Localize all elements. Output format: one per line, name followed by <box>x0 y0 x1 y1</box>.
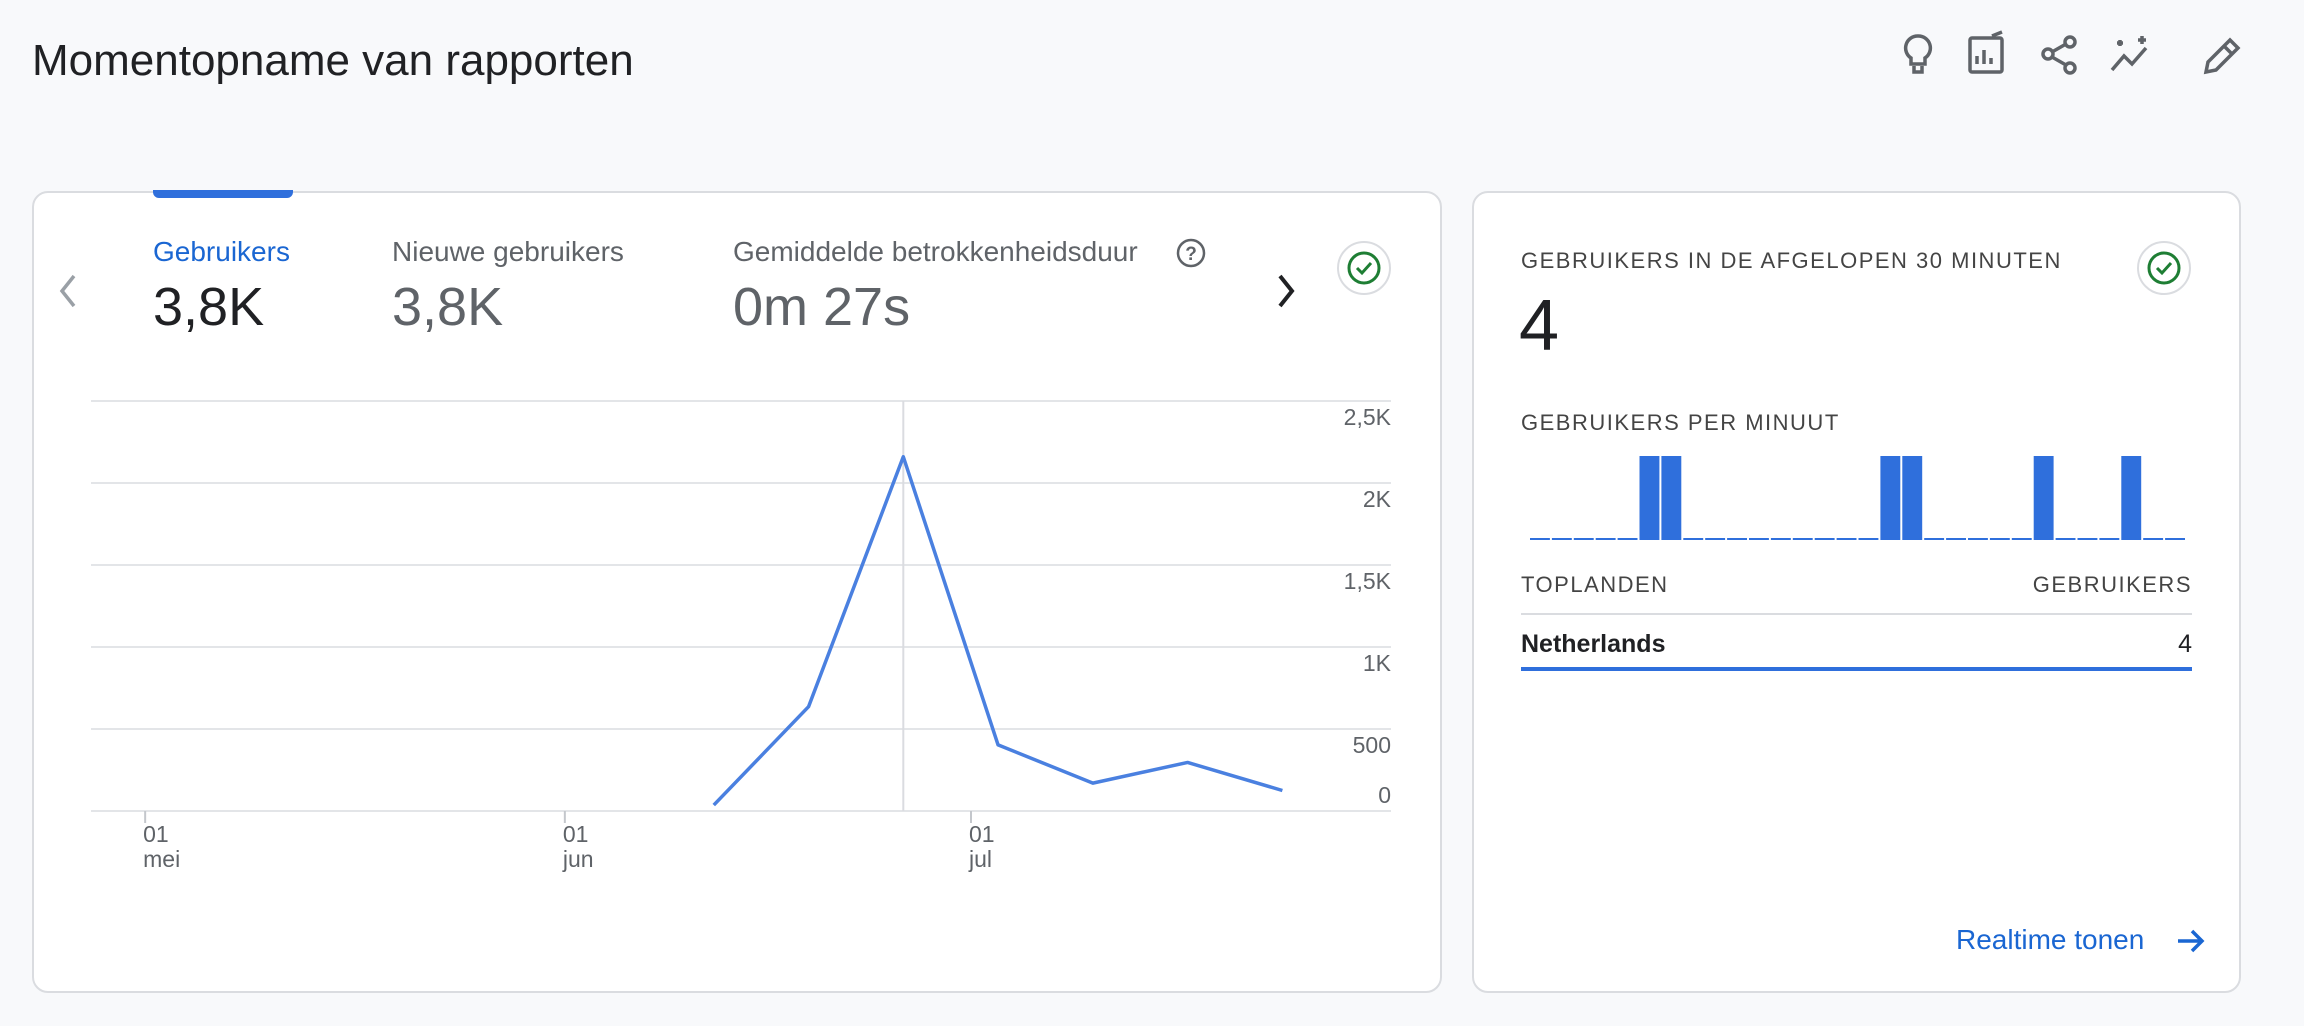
minute-bar <box>1902 456 1923 540</box>
arrow-icon[interactable] <box>2174 924 2208 958</box>
compare-button[interactable] <box>2110 36 2148 72</box>
metric-label[interactable]: Gebruikers <box>153 236 290 267</box>
next-button[interactable] <box>1268 268 1308 314</box>
toolbar <box>1903 30 2241 75</box>
realtime-title: GEBRUIKERS IN DE AFGELOPEN 30 MINUTEN <box>1521 248 2062 273</box>
minute-bar <box>2077 538 2098 540</box>
minute-bar <box>2055 538 2076 540</box>
x-tick-label: 01 mei <box>143 821 181 872</box>
minute-bar <box>1989 538 2010 540</box>
minute-bar <box>1946 538 1966 540</box>
per-minute-title: GEBRUIKERS PER MINUUT <box>1521 410 1840 435</box>
y-tick-label: 500 <box>1353 732 1391 758</box>
share-button[interactable] <box>2041 35 2077 75</box>
metric-value: 3,8K <box>153 277 265 337</box>
edit-button[interactable] <box>2203 37 2241 75</box>
minute-bar <box>1770 538 1791 540</box>
minute-bar <box>1749 538 1769 540</box>
svg-text:?: ? <box>1185 244 1197 265</box>
minute-bar <box>2099 538 2120 540</box>
per-minute-bars <box>1530 456 2185 540</box>
country-name: Netherlands <box>1521 630 1666 658</box>
x-tick-label: 01 jul <box>969 821 995 872</box>
minute-bar <box>1968 538 1988 540</box>
table-divider <box>1521 613 2192 615</box>
minute-bar <box>1705 538 1726 540</box>
minute-bar <box>1924 538 1945 540</box>
prev-button[interactable] <box>50 268 90 314</box>
y-tick-label: 1K <box>1363 650 1392 676</box>
minute-bar <box>1573 538 1594 540</box>
minute-bar <box>1836 538 1857 540</box>
minute-bar <box>2011 538 2032 540</box>
minute-bar <box>1727 538 1747 540</box>
line-chart: 0 500 1K 1,5K 2K 2,5K <box>91 400 1392 823</box>
minute-bar <box>1617 538 1638 540</box>
snapshot-card <box>32 191 1442 993</box>
minute-bar <box>1858 538 1879 540</box>
country-users: 4 <box>2178 630 2192 658</box>
realtime-status-check <box>2137 241 2191 295</box>
minute-bar <box>1814 538 1835 540</box>
minute-bar <box>2143 538 2164 540</box>
minute-bar <box>2165 538 2185 540</box>
metric-label: Gemiddelde betrokkenheidsduur <box>733 236 1138 267</box>
y-tick-label: 1,5K <box>1344 568 1392 594</box>
country-bar <box>1521 667 2192 671</box>
realtime-link[interactable]: Realtime tonen <box>1956 924 2145 955</box>
minute-bar <box>1792 538 1813 540</box>
realtime-value: 4 <box>1519 286 1560 366</box>
minute-bar <box>1551 538 1572 540</box>
minute-bar <box>1661 456 1682 540</box>
help-icon[interactable]: ? <box>1174 236 1208 270</box>
customize-report-button[interactable] <box>1968 30 2004 74</box>
page-title: Momentopname van rapporten <box>32 36 634 85</box>
minute-bar <box>1683 538 1704 540</box>
y-tick-label: 2,5K <box>1344 404 1392 430</box>
status-check <box>1337 241 1391 295</box>
realtime-card <box>1472 191 2241 993</box>
metric-value: 3,8K <box>392 277 504 337</box>
table-header: TOPLANDEN <box>1521 572 1669 597</box>
y-tick-label: 2K <box>1363 486 1392 512</box>
insights-button[interactable] <box>1903 34 1933 74</box>
minute-bar <box>1530 538 1550 540</box>
metric-value: 0m 27s <box>733 277 911 337</box>
metric-label: Nieuwe gebruikers <box>392 236 624 267</box>
line-series <box>712 455 1283 807</box>
x-tick-label: 01 jun <box>562 821 594 872</box>
minute-bar <box>2033 456 2054 540</box>
minute-bar <box>2121 456 2142 540</box>
minute-bar <box>1880 456 1901 540</box>
tab-indicator <box>153 190 293 198</box>
table-header: GEBRUIKERS <box>2032 572 2192 597</box>
minute-bar <box>1595 538 1616 540</box>
y-tick-label: 0 <box>1378 782 1391 808</box>
minute-bar <box>1639 456 1660 540</box>
